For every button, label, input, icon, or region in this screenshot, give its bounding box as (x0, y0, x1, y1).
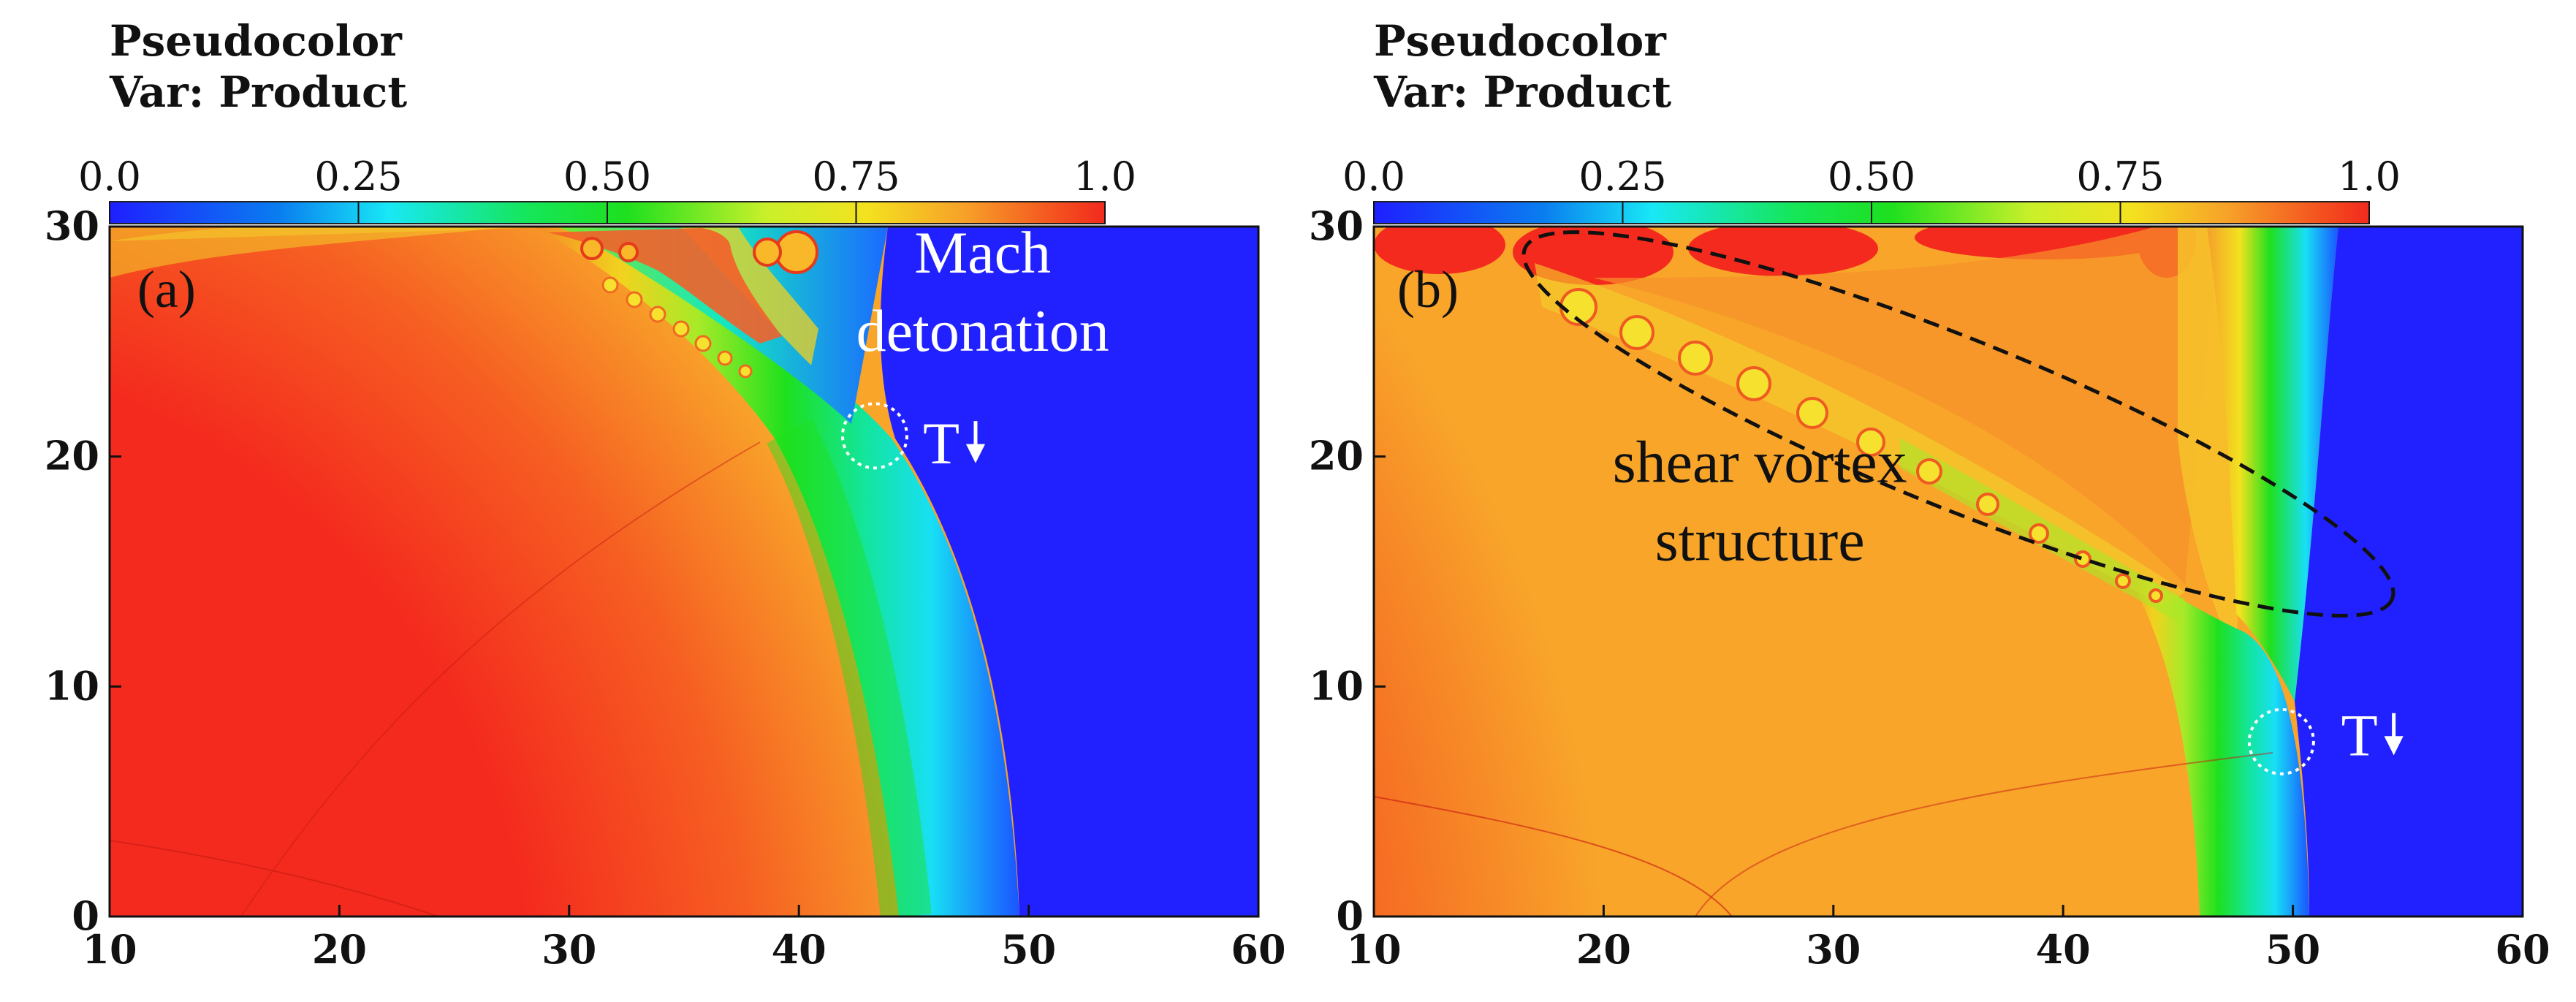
y-tick-label: 30 (45, 202, 99, 249)
panel-label-a: (a) (137, 260, 196, 319)
legend-var-b: Var: Product (1373, 67, 1671, 117)
colorbar-tick-label: 1.0 (2338, 153, 2401, 200)
colorbar-ticks-b: 0.0 0.25 0.50 0.75 1.0 (1342, 153, 2401, 224)
legend-title-b: Pseudocolor (1374, 16, 1667, 66)
colorbar-tick-label: 0.75 (2076, 153, 2164, 200)
colorbar-tick-label: 0.0 (78, 153, 141, 200)
field-b (1374, 227, 2523, 916)
colorbar-ticks-a: 0.0 0.25 0.50 0.75 1.0 (78, 153, 1136, 224)
x-tick-label: 10 (82, 926, 137, 973)
colorbar-tick-label: 0.75 (812, 153, 900, 200)
y-tick-label: 20 (1309, 433, 1364, 479)
y-axis-b: 0 10 20 30 (1309, 202, 1386, 939)
annotation-triple-point-a: T (923, 410, 960, 477)
colorbar-tick-label: 0.25 (314, 153, 402, 200)
plot-frame-b (1372, 225, 2524, 918)
colorbar-tick-label: 0.50 (1828, 153, 1915, 200)
panel-a: Pseudocolor Var: Product 0.0 0.25 0.50 0.75… (45, 16, 1286, 973)
y-tick-label: 20 (45, 433, 99, 479)
x-tick-label: 40 (772, 926, 827, 973)
colorbar-tick-label: 0.25 (1578, 153, 1666, 200)
field-a (110, 227, 1258, 916)
annotation-shear-vortex: shear vortex (1613, 428, 1907, 495)
colorbar-tick-label: 1.0 (1074, 153, 1136, 200)
x-tick-label: 20 (1576, 926, 1631, 973)
x-tick-label: 20 (312, 926, 367, 973)
x-axis-a: 10 20 30 40 50 60 (82, 905, 1286, 973)
panel-b: Pseudocolor Var: Product 0.0 0.25 0.50 0.75… (1309, 16, 2550, 973)
legend-title-a: Pseudocolor (110, 16, 403, 66)
y-tick-label: 0 (1336, 892, 1364, 939)
triple-point-circle-b (2247, 707, 2315, 775)
x-tick-label: 50 (2265, 926, 2320, 973)
x-tick-label: 60 (2495, 926, 2550, 973)
panel-label-b: (b) (1397, 260, 1459, 319)
x-tick-label: 30 (542, 926, 596, 973)
y-tick-label: 10 (1309, 662, 1364, 709)
annotation-detonation: detonation (856, 297, 1109, 364)
x-tick-label: 30 (1806, 926, 1861, 973)
legend-var-a: Var: Product (109, 67, 407, 117)
x-tick-label: 10 (1346, 926, 1401, 973)
y-axis-a: 0 10 20 30 (45, 202, 121, 939)
colorbar-tick-label: 0.50 (563, 153, 651, 200)
y-tick-label: 30 (1309, 202, 1364, 249)
y-tick-label: 10 (45, 662, 99, 709)
annotation-mach: Mach (914, 219, 1051, 286)
down-arrow-icon-a (965, 421, 986, 463)
plot-frame-a (108, 225, 1260, 918)
annotation-triple-point-b: T (2341, 702, 2378, 769)
x-axis-b: 10 20 30 40 50 60 (1346, 905, 2550, 973)
annotation-structure: structure (1655, 506, 1865, 573)
colorbar-tick-label: 0.0 (1342, 153, 1405, 200)
y-tick-label: 0 (72, 892, 99, 939)
x-tick-label: 60 (1231, 926, 1285, 973)
triple-point-circle-a (840, 402, 908, 470)
x-tick-label: 50 (1001, 926, 1056, 973)
down-arrow-icon-b (2384, 713, 2404, 756)
shear-layer-ellipse (1521, 230, 2395, 618)
x-tick-label: 40 (2036, 926, 2091, 973)
